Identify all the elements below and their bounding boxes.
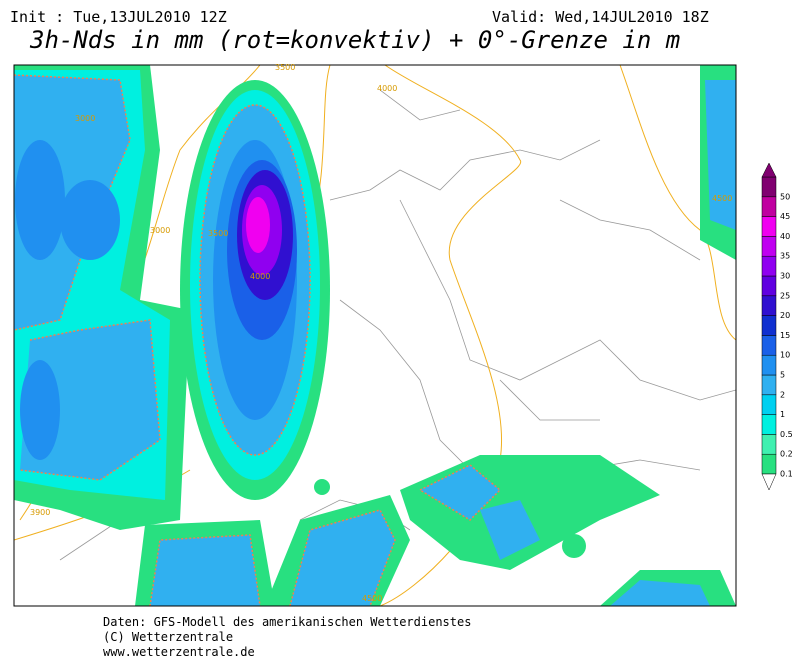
isotherm-label: 4000 [377,84,397,93]
legend-label: 0.2 [780,450,793,459]
map-area: 3500 4000 3000 3000 3500 4000 4500 3900 … [13,63,737,607]
legend-swatch [761,295,777,316]
legend-label: 50 [780,192,790,201]
init-time: Init : Tue,13JUL2010 12Z [10,8,227,26]
legend-swatch [761,354,777,376]
legend-label: 5 [780,371,785,380]
isotherm-label: 3000 [75,114,95,123]
legend-label: 0.5 [780,430,793,439]
legend-swatch [761,236,777,257]
legend-top-arrow [761,162,777,178]
legend-swatch [761,394,777,415]
legend-swatch [761,216,777,237]
isotherm-label: 3500 [275,63,295,72]
legend-label: 45 [780,212,790,221]
footer-line: Daten: GFS-Modell des amerikanischen Wet… [103,615,471,629]
legend-label: 35 [780,252,790,261]
legend-swatch [761,176,777,198]
legend-swatch [761,374,777,396]
legend-label: 10 [780,351,790,360]
isotherm-label: 3900 [30,508,50,517]
legend-label: 20 [780,311,790,320]
legend-label: 15 [780,331,790,340]
legend-label: 2 [780,390,785,399]
precip-west [14,65,190,530]
isotherm-label: 4500 [712,194,732,203]
legend-swatch [761,434,777,455]
isotherm-label: 4000 [250,272,270,281]
legend-swatch [761,335,777,356]
legend-swatch [761,275,777,297]
valid-time: Valid: Wed,14JUL2010 18Z [492,8,709,26]
isotherm-label: 3500 [208,229,228,238]
map-title: 3h-Nds in mm (rot=konvektiv) + 0°-Grenze… [29,26,680,54]
isotherm-label: 4500 [362,594,382,603]
legend-swatch [761,315,777,336]
isotherm-label: 3000 [150,226,170,235]
legend-swatch [761,414,777,435]
legend-swatch [761,255,777,277]
footer-line: (C) Wetterzentrale [103,630,233,644]
precip-south [135,65,736,606]
precip-central [180,80,330,500]
legend-swatch [761,453,777,475]
legend-label: 30 [780,272,790,281]
legend-label: 40 [780,232,790,241]
legend-label: 25 [780,291,790,300]
legend-bottom-arrow [761,473,777,491]
legend-swatch [761,196,777,217]
legend-label: 0.1 [780,470,793,479]
footer-line: www.wetterzentrale.de [103,645,255,659]
legend-label: 1 [780,410,785,419]
